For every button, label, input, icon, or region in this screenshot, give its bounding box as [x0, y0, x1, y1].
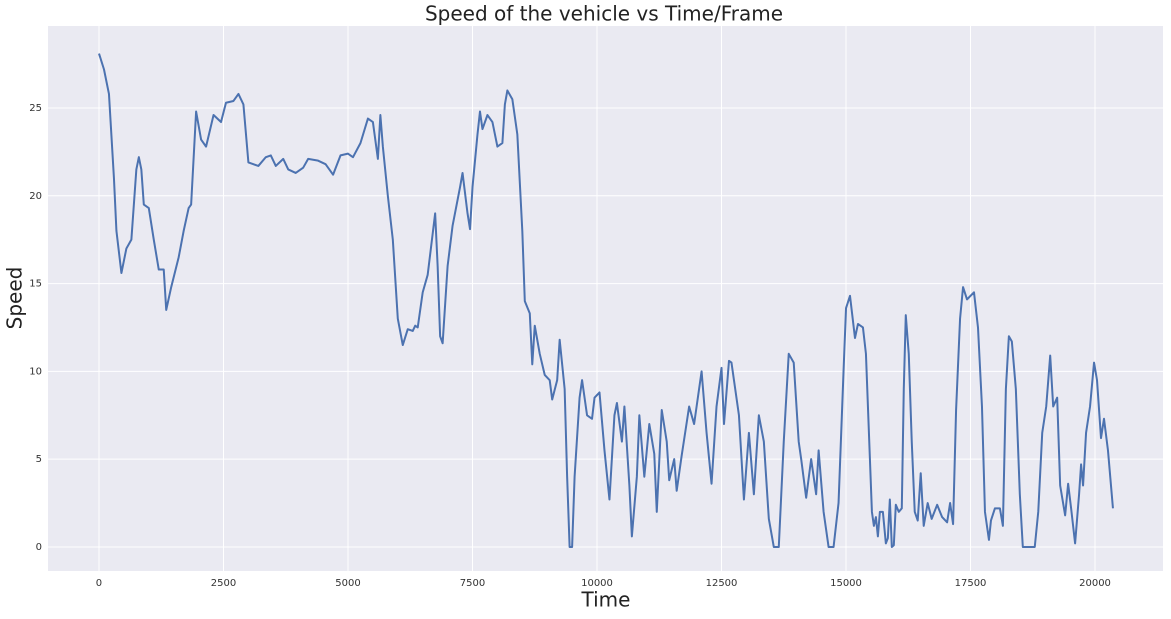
y-tick-label: 20: [29, 191, 42, 202]
x-tick-label: 20000: [1079, 578, 1111, 589]
chart-title: Speed of the vehicle vs Time/Frame: [425, 2, 783, 26]
y-tick-label: 0: [36, 542, 42, 553]
y-tick-label: 15: [29, 279, 42, 290]
plot-area: [48, 26, 1163, 571]
x-tick-label: 15000: [830, 578, 862, 589]
x-tick-label: 7500: [460, 578, 485, 589]
y-tick-label: 25: [29, 103, 42, 114]
y-tick-label: 5: [36, 454, 42, 465]
x-tick-label: 0: [96, 578, 102, 589]
x-tick-label: 5000: [335, 578, 360, 589]
line-series: [98, 53, 1114, 548]
x-tick-label: 12500: [706, 578, 738, 589]
x-tick-label: 17500: [955, 578, 987, 589]
y-tick-label: 10: [29, 366, 42, 377]
x-tick-label: 10000: [581, 578, 613, 589]
x-tick-label: 2500: [211, 578, 236, 589]
x-axis-label: Time: [581, 588, 631, 612]
y-axis-label: Speed: [3, 267, 27, 330]
